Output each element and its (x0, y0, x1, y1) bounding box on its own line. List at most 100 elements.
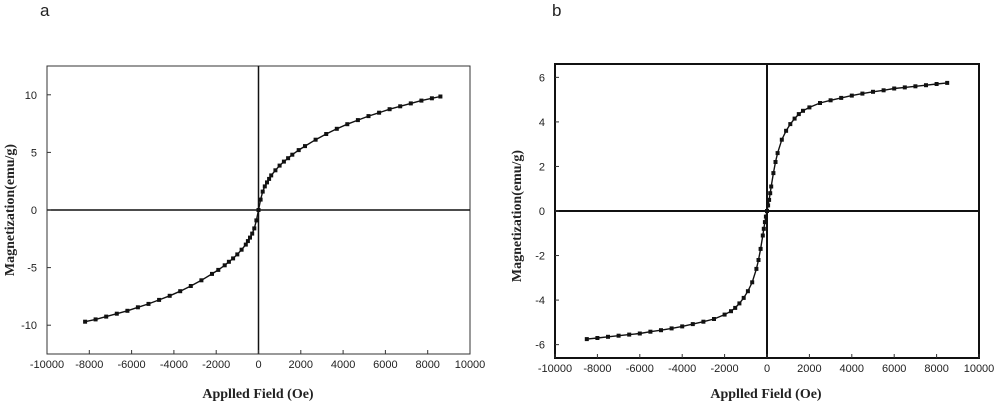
panel-a-data-point (366, 114, 371, 119)
panel-b-data-point (788, 122, 793, 127)
panel-b-x-tick-label: 8000 (924, 363, 948, 375)
panel-a-data-point (286, 156, 291, 161)
panel-b-data-point (701, 319, 706, 324)
panel-a-data-point (313, 137, 318, 142)
panel-a-data-point (438, 94, 443, 99)
panel-b-data-point (839, 95, 844, 100)
panel-b-x-tick-label: -2000 (711, 363, 739, 375)
panel-a-data-point (235, 252, 240, 257)
panel-b: b Applled Field (Oe) Magnetization(emu/g… (510, 1, 994, 402)
panel-a-data-point (262, 184, 267, 189)
panel-b-data-point (761, 226, 766, 231)
panel-b-data-point (792, 116, 797, 121)
panel-a-data-point (93, 317, 98, 322)
panel-a-x-tick-label: 4000 (331, 359, 355, 371)
panel-a-y-tick-label: -5 (27, 263, 37, 275)
panel-b-data-point (737, 301, 742, 306)
panel-a-x-tick-label: 0 (255, 359, 261, 371)
panel-a-data-point (277, 163, 282, 168)
panel-a-data-point (398, 104, 403, 109)
panel-a-x-tick-label: -6000 (118, 359, 146, 371)
panel-a-data-point (104, 314, 109, 319)
panel-a-data-point (157, 297, 162, 302)
panel-b-x-axis-title: Applled Field (Oe) (710, 387, 822, 402)
panel-a-data-point (324, 132, 329, 136)
panel-b-data-point (760, 233, 765, 238)
panel-b-data-point (902, 85, 907, 90)
panel-a-data-point (256, 208, 261, 212)
panel-a-data-point (408, 101, 413, 106)
panel-a-x-tick-label: 8000 (415, 359, 439, 371)
panel-b-x-tick-label: -8000 (583, 363, 611, 375)
panel-a: a Applled Field (Oe) Magnetization(emu/g… (3, 1, 485, 402)
panel-b-data-point (627, 332, 632, 337)
panel-a-data-point (83, 319, 88, 324)
panel-b-data-point (745, 289, 750, 294)
panel-a-data-point (226, 259, 231, 264)
panel-b-data-point (659, 328, 663, 333)
panel-a-data-point (178, 289, 183, 294)
panel-a-data-point (355, 118, 360, 123)
panel-b-data-point (729, 309, 733, 314)
panel-b-data-point (881, 88, 886, 93)
panel-b-data-point (767, 197, 772, 202)
panel-b-data-point (801, 108, 805, 113)
panel-b-x-tick-label: 10000 (964, 363, 995, 375)
panel-b-data-point (934, 82, 939, 86)
panel-b-data-point (756, 258, 761, 262)
panel-a-x-tick-label: -2000 (202, 359, 230, 371)
panel-b-y-tick-label: 6 (539, 72, 545, 84)
panel-a-data-point (273, 168, 278, 173)
panel-a-y-tick-label: 0 (31, 205, 37, 217)
panel-b-data-point (860, 91, 865, 96)
panel-a-data-point (260, 189, 265, 194)
panel-b-y-tick-label: -2 (535, 251, 545, 263)
panel-b-data-point (648, 329, 653, 334)
panel-a-data-point (243, 242, 248, 247)
panel-a-data-point (254, 218, 259, 223)
panel-b-y-tick-label: 4 (539, 117, 545, 129)
panel-b-data-point (765, 209, 769, 213)
panel-a-data-point (248, 235, 252, 240)
panel-b-x-tick-label: 4000 (840, 363, 864, 375)
panel-a-data-point (290, 152, 295, 157)
panel-a-x-tick-label: 10000 (455, 359, 486, 371)
panel-b-data-point (818, 101, 822, 105)
panel-a-data-point (345, 122, 350, 127)
panel-a-data-point (419, 98, 424, 103)
panel-a-data-point (250, 231, 255, 236)
panel-b-data-point (637, 331, 642, 336)
panel-b-data-point (779, 137, 784, 142)
panel-a-x-tick-label: -10000 (30, 359, 64, 371)
panel-b-data-point (766, 203, 771, 208)
panel-b-data-point (758, 246, 763, 251)
panel-b-data-point (754, 266, 759, 271)
panel-a-data-point (167, 293, 172, 298)
panel-a-x-tick-label: 6000 (373, 359, 397, 371)
panel-b-x-tick-label: -4000 (668, 363, 696, 375)
panel-a-y-tick-label: 5 (31, 147, 37, 159)
panel-b-x-tick-label: 0 (764, 363, 770, 375)
panel-a-data-point (269, 173, 274, 178)
panel-b-data-point (584, 337, 589, 342)
panel-b-data-point (784, 128, 789, 133)
panel-b-data-point (828, 98, 833, 103)
panel-a-x-tick-label: 2000 (289, 359, 313, 371)
panel-b-y-tick-label: -6 (535, 340, 545, 352)
panel-b-x-tick-label: -10000 (538, 363, 572, 375)
panel-b-data-point (913, 84, 918, 89)
panel-b-data-point (616, 333, 621, 338)
panel-b-data-point (945, 80, 950, 85)
panel-a-data-point (199, 278, 204, 283)
panel-a-data-point (265, 180, 269, 185)
panel-a-magnetization-curve (84, 95, 441, 323)
panel-b-data-point (680, 324, 685, 329)
panel-b-x-tick-label: 2000 (797, 363, 821, 375)
panel-b-data-point (796, 112, 801, 117)
panel-a-data-point (387, 107, 392, 112)
panel-b-data-point (733, 305, 738, 310)
panel-b-data-point (722, 312, 727, 317)
panel-a-label: a (40, 1, 50, 20)
panel-a-data-point (125, 308, 130, 313)
panel-b-data-point (768, 191, 773, 196)
